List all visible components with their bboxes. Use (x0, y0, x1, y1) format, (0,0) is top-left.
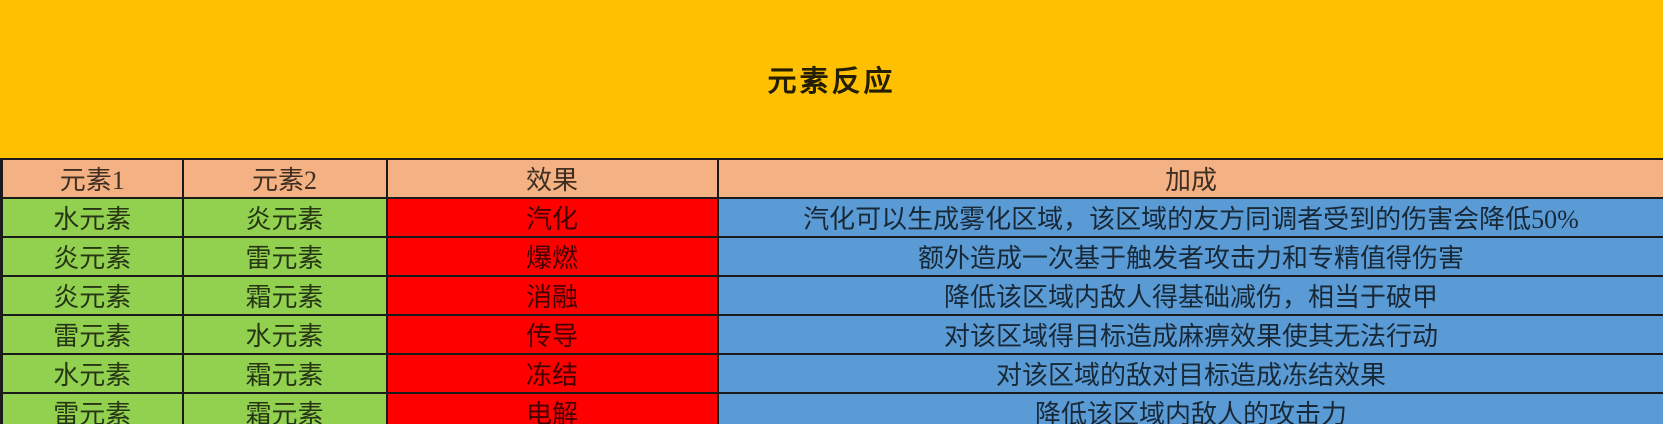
cell-element2: 霜元素 (181, 275, 388, 316)
cell-element2: 水元素 (181, 314, 388, 355)
cell-bonus: 额外造成一次基于触发者攻击力和专精值得伤害 (716, 236, 1663, 277)
page-title: 元素反应 (767, 66, 896, 98)
cell-element2: 炎元素 (181, 197, 388, 238)
header-effect: 效果 (385, 158, 719, 199)
element-reactions-table: 元素1 元素2 效果 加成 水元素 炎元素 汽化 汽化可以生成雾化区域，该区域的… (0, 158, 1663, 424)
cell-element1: 水元素 (0, 197, 184, 238)
cell-element1: 雷元素 (0, 392, 184, 424)
table-row: 水元素 炎元素 汽化 汽化可以生成雾化区域，该区域的友方同调者受到的伤害会降低5… (0, 197, 1663, 238)
cell-element2: 雷元素 (181, 236, 388, 277)
table-row: 雷元素 霜元素 电解 降低该区域内敌人的攻击力 (0, 392, 1663, 424)
cell-effect: 传导 (385, 314, 719, 355)
cell-effect: 电解 (385, 392, 719, 424)
table-row: 水元素 霜元素 冻结 对该区域的敌对目标造成冻结效果 (0, 353, 1663, 394)
header-row: 元素1 元素2 效果 加成 (0, 158, 1663, 199)
title-banner: 元素反应 (0, 0, 1663, 158)
cell-bonus: 对该区域的敌对目标造成冻结效果 (716, 353, 1663, 394)
cell-element1: 炎元素 (0, 236, 184, 277)
cell-element1: 雷元素 (0, 314, 184, 355)
table-row: 炎元素 霜元素 消融 降低该区域内敌人得基础减伤，相当于破甲 (0, 275, 1663, 316)
cell-bonus: 降低该区域内敌人的攻击力 (716, 392, 1663, 424)
cell-bonus: 对该区域得目标造成麻痹效果使其无法行动 (716, 314, 1663, 355)
cell-effect: 汽化 (385, 197, 719, 238)
cell-element1: 炎元素 (0, 275, 184, 316)
cell-element2: 霜元素 (181, 353, 388, 394)
cell-element1: 水元素 (0, 353, 184, 394)
cell-effect: 冻结 (385, 353, 719, 394)
cell-bonus: 汽化可以生成雾化区域，该区域的友方同调者受到的伤害会降低50% (716, 197, 1663, 238)
table-row: 雷元素 水元素 传导 对该区域得目标造成麻痹效果使其无法行动 (0, 314, 1663, 355)
header-element1: 元素1 (0, 158, 184, 199)
cell-effect: 爆燃 (385, 236, 719, 277)
header-bonus: 加成 (716, 158, 1663, 199)
cell-element2: 霜元素 (181, 392, 388, 424)
table-row: 炎元素 雷元素 爆燃 额外造成一次基于触发者攻击力和专精值得伤害 (0, 236, 1663, 277)
cell-bonus: 降低该区域内敌人得基础减伤，相当于破甲 (716, 275, 1663, 316)
cell-effect: 消融 (385, 275, 719, 316)
header-element2: 元素2 (181, 158, 388, 199)
